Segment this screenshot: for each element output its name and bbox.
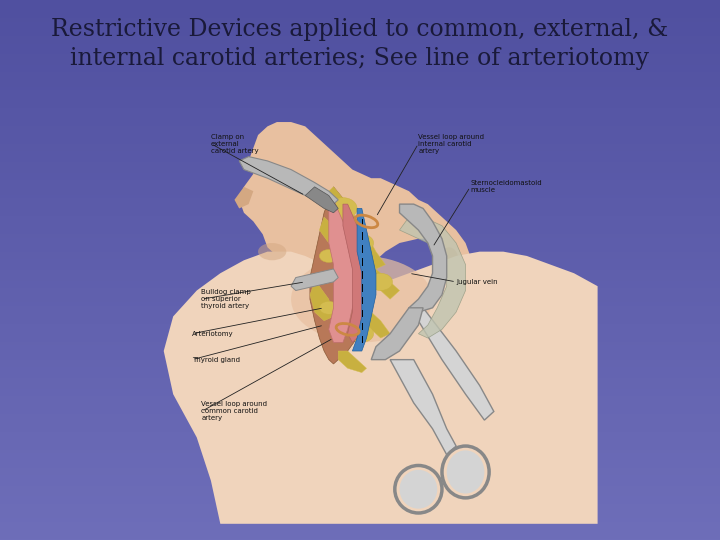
Polygon shape	[400, 204, 446, 312]
Ellipse shape	[446, 450, 485, 494]
Polygon shape	[343, 204, 372, 342]
Polygon shape	[305, 187, 338, 213]
Polygon shape	[400, 217, 466, 338]
Polygon shape	[366, 265, 400, 299]
Text: Arteriotomy: Arteriotomy	[192, 330, 234, 337]
Ellipse shape	[350, 325, 374, 342]
Ellipse shape	[440, 247, 459, 273]
Ellipse shape	[320, 301, 338, 314]
Text: Bulldog clamp
on superior
thyroid artery: Bulldog clamp on superior thyroid artery	[202, 289, 251, 309]
Ellipse shape	[320, 249, 338, 262]
Polygon shape	[352, 221, 385, 269]
Ellipse shape	[400, 470, 437, 509]
Text: Vessel loop around
internal carotid
artery: Vessel loop around internal carotid arte…	[418, 133, 485, 154]
Text: Thyroid gland: Thyroid gland	[192, 356, 240, 363]
Polygon shape	[163, 252, 598, 524]
Polygon shape	[239, 122, 470, 351]
Polygon shape	[310, 187, 376, 364]
Ellipse shape	[329, 198, 357, 219]
Polygon shape	[239, 157, 338, 204]
Text: Vessel loop around
common carotid
artery: Vessel loop around common carotid artery	[202, 401, 267, 422]
Polygon shape	[272, 208, 433, 312]
Ellipse shape	[350, 234, 374, 252]
Polygon shape	[409, 308, 494, 420]
Text: Restrictive Devices applied to common, external, &: Restrictive Devices applied to common, e…	[51, 18, 669, 41]
Text: Clamp on
external
carotid artery: Clamp on external carotid artery	[211, 133, 258, 154]
Ellipse shape	[369, 273, 392, 291]
Polygon shape	[352, 208, 376, 351]
Text: Sternocleidomastoid
muscle: Sternocleidomastoid muscle	[470, 180, 542, 193]
Polygon shape	[372, 308, 423, 360]
Polygon shape	[329, 187, 357, 226]
Polygon shape	[291, 269, 338, 291]
Polygon shape	[362, 303, 390, 338]
Polygon shape	[338, 351, 366, 373]
Text: Jugular vein: Jugular vein	[456, 279, 498, 285]
Text: internal carotid arteries; See line of arteriotomy: internal carotid arteries; See line of a…	[71, 47, 649, 70]
Ellipse shape	[291, 256, 433, 342]
Polygon shape	[235, 187, 253, 208]
Polygon shape	[329, 200, 357, 342]
Polygon shape	[320, 217, 348, 252]
Polygon shape	[390, 360, 456, 455]
Ellipse shape	[258, 243, 287, 260]
Polygon shape	[310, 282, 333, 321]
